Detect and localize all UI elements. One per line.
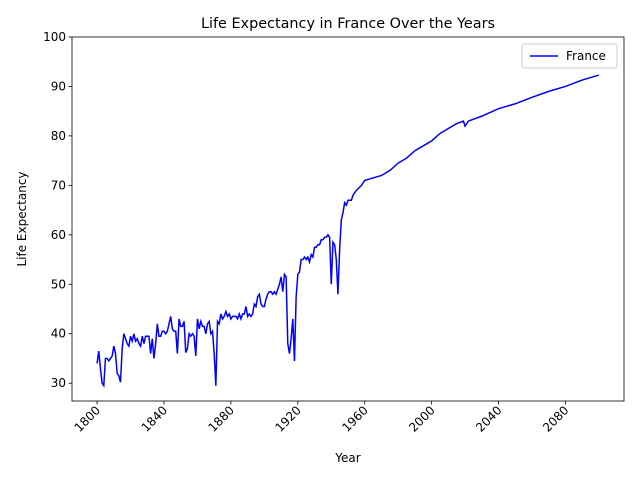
x-tick-label: 1840 [139, 403, 170, 434]
x-tick-label: 1960 [339, 403, 370, 434]
legend-box [521, 43, 618, 69]
line [96, 74, 600, 388]
y-axis-label: Life Expectancy [15, 171, 29, 266]
x-tick-label: 2000 [406, 403, 437, 434]
x-axis-label: Year [334, 451, 360, 465]
x-tick-label: 1800 [72, 403, 103, 434]
y-tick-label: 50 [51, 277, 66, 291]
y-tick-label: 100 [43, 30, 66, 44]
x-tick-label: 1920 [272, 403, 303, 434]
legend-label: France [566, 49, 606, 63]
y-tick-label: 70 [51, 178, 66, 192]
y-tick-label: 90 [51, 79, 66, 93]
x-tick-label: 2040 [473, 403, 504, 434]
y-tick-label: 60 [51, 228, 66, 242]
chart-title: Life Expectancy in France Over the Years [201, 16, 495, 32]
y-tick-label: 80 [51, 129, 66, 143]
y-tick-label: 30 [51, 376, 66, 390]
x-tick-label: 2080 [540, 403, 571, 434]
plot-area [71, 36, 625, 402]
y-tick-label: 40 [51, 327, 66, 341]
x-tick-label: 1880 [206, 403, 237, 434]
